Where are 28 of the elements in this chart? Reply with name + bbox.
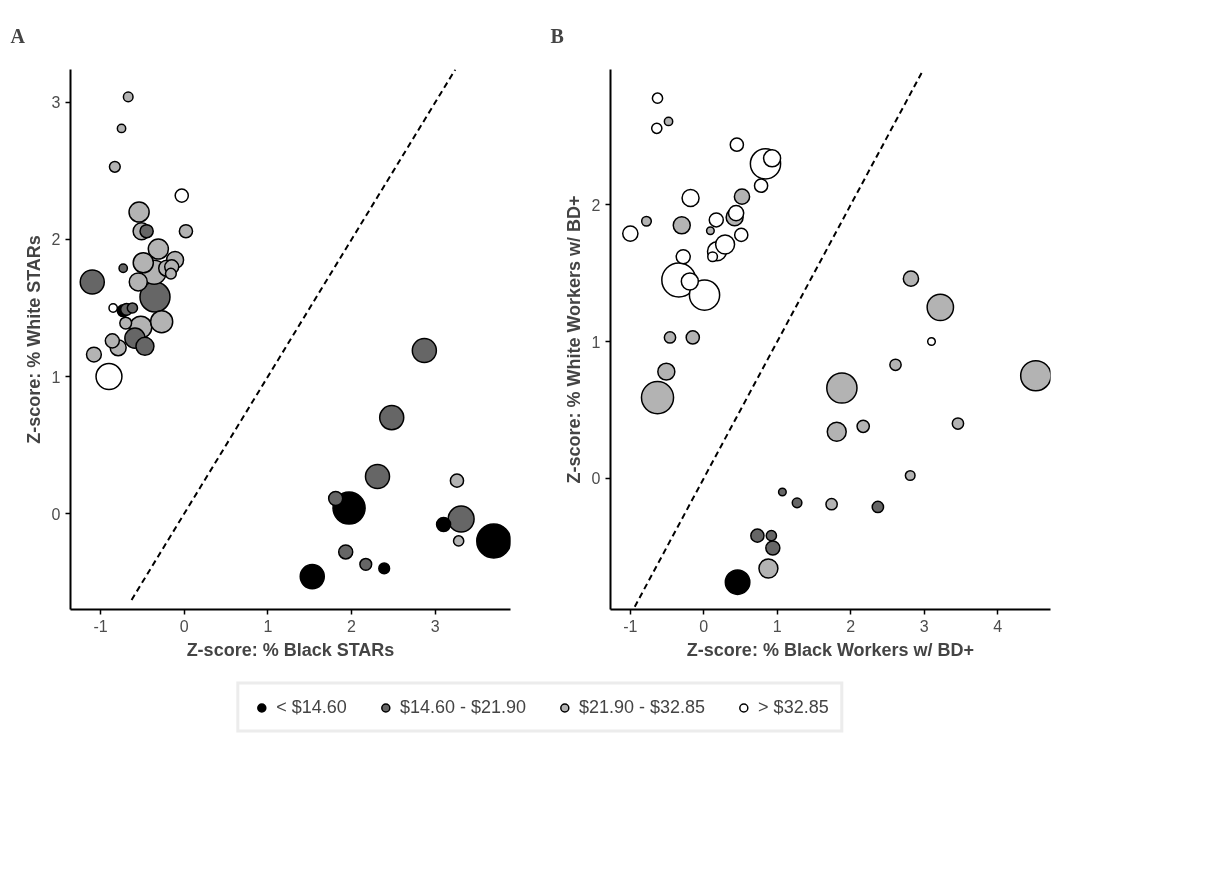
y-tick-label: 1 (591, 333, 601, 351)
x-tick-label: -1 (93, 617, 108, 635)
chart-title: A (10, 25, 26, 47)
x-axis-title: Z-score: % Black STARs (186, 639, 395, 660)
x-axis-title: Z-score: % Black Workers w/ BD+ (686, 639, 975, 660)
x-tick-label: 2 (347, 617, 357, 635)
legend-label: > $32.85 (758, 696, 829, 718)
y-tick-label: 1 (51, 368, 61, 386)
y-tick-label: 0 (591, 470, 601, 488)
chart-title: B (550, 25, 564, 47)
y-axis-title: Z-score: % White STARs (23, 235, 44, 444)
x-tick-label: 3 (430, 617, 440, 635)
x-tick-label: -1 (623, 617, 638, 635)
legend-label: $21.90 - $32.85 (579, 696, 706, 718)
legend-label: $14.60 - $21.90 (399, 696, 526, 718)
x-tick-label: 4 (993, 617, 1003, 635)
legend-label: < $14.60 (276, 696, 347, 718)
y-tick-label: 3 (51, 94, 61, 112)
x-tick-label: 1 (772, 617, 782, 635)
x-tick-label: 0 (699, 617, 709, 635)
y-tick-label: 2 (591, 196, 601, 214)
y-tick-label: 2 (51, 231, 61, 249)
x-tick-label: 1 (263, 617, 273, 635)
x-tick-label: 3 (919, 617, 929, 635)
x-tick-label: 2 (846, 617, 856, 635)
y-axis-title: Z-score: % White Workers w/ BD+ (563, 195, 584, 484)
x-tick-label: 0 (179, 617, 189, 635)
y-tick-label: 0 (51, 505, 61, 523)
